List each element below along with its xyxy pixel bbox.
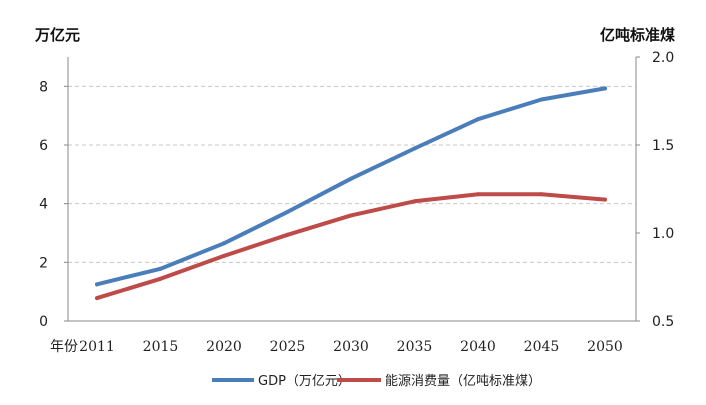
left-tick-label: 4: [39, 197, 48, 213]
x-tick-label: 2035: [397, 339, 433, 355]
gdp-data-point: [349, 176, 353, 181]
gdp-data-point: [285, 209, 290, 214]
energy-data-point: [349, 213, 353, 218]
legend-label-energy: 能源消费量（亿吨标准煤）: [385, 374, 541, 389]
x-tick-label: 2020: [206, 339, 242, 355]
left-tick-label: 2: [39, 255, 48, 271]
gdp-data-point: [476, 117, 480, 122]
x-tick-label: 2050: [587, 339, 623, 355]
gdp-data-point: [539, 97, 544, 102]
right-tick-label: 1.0: [652, 226, 674, 242]
x-tick-label: 2030: [333, 339, 369, 355]
gdp-data-point: [412, 146, 417, 151]
left-tick-label: 0: [39, 314, 48, 330]
right-tick-label: 1.5: [652, 138, 674, 154]
energy-data-point: [158, 276, 163, 281]
legend-label-gdp: GDP（万亿元）: [258, 374, 351, 389]
right-tick-label: 0.5: [652, 314, 674, 330]
x-tick-label: 2045: [524, 339, 560, 355]
right-axis-unit-label: 亿吨标准煤: [600, 26, 675, 44]
left-axis-unit-label: 万亿元: [34, 26, 80, 44]
left-tick-label: 8: [39, 79, 48, 95]
energy-data-point: [603, 197, 607, 202]
x-axis-label: 年份: [50, 339, 78, 355]
x-axis-ticks: 2011 2015 2020 2025 2030 2035 2040 2045 2050: [79, 339, 623, 355]
left-tick-label: 6: [39, 138, 48, 154]
energy-series-line: [95, 192, 607, 301]
x-tick-label: 2011: [79, 339, 115, 355]
left-axis-ticks: 0 2 4 6 8: [39, 79, 68, 330]
x-tick-label: 2015: [143, 339, 179, 355]
energy-data-point: [285, 232, 290, 237]
gdp-data-point: [95, 282, 99, 287]
right-axis-ticks: 0.5 1.0 1.5 2.0: [636, 50, 674, 330]
x-tick-label: 2040: [460, 339, 496, 355]
gridlines: [68, 85, 636, 263]
gdp-data-point: [222, 241, 226, 246]
legend-item-energy: 能源消费量（亿吨标准煤）: [337, 374, 541, 389]
x-tick-label: 2025: [270, 339, 306, 355]
gdp-series-line: [95, 86, 607, 287]
legend: GDP（万亿元） 能源消费量（亿吨标准煤）: [212, 374, 541, 389]
energy-data-point: [222, 253, 226, 258]
legend-item-gdp: GDP（万亿元）: [212, 374, 351, 389]
right-tick-label: 2.0: [652, 50, 674, 66]
gdp-data-point: [158, 266, 163, 271]
gdp-data-point: [603, 86, 607, 91]
series-layer: [95, 86, 607, 301]
energy-data-point: [412, 199, 417, 204]
energy-data-point: [95, 296, 99, 301]
energy-data-point: [539, 192, 544, 197]
energy-data-point: [476, 192, 480, 197]
axes: [67, 57, 637, 322]
